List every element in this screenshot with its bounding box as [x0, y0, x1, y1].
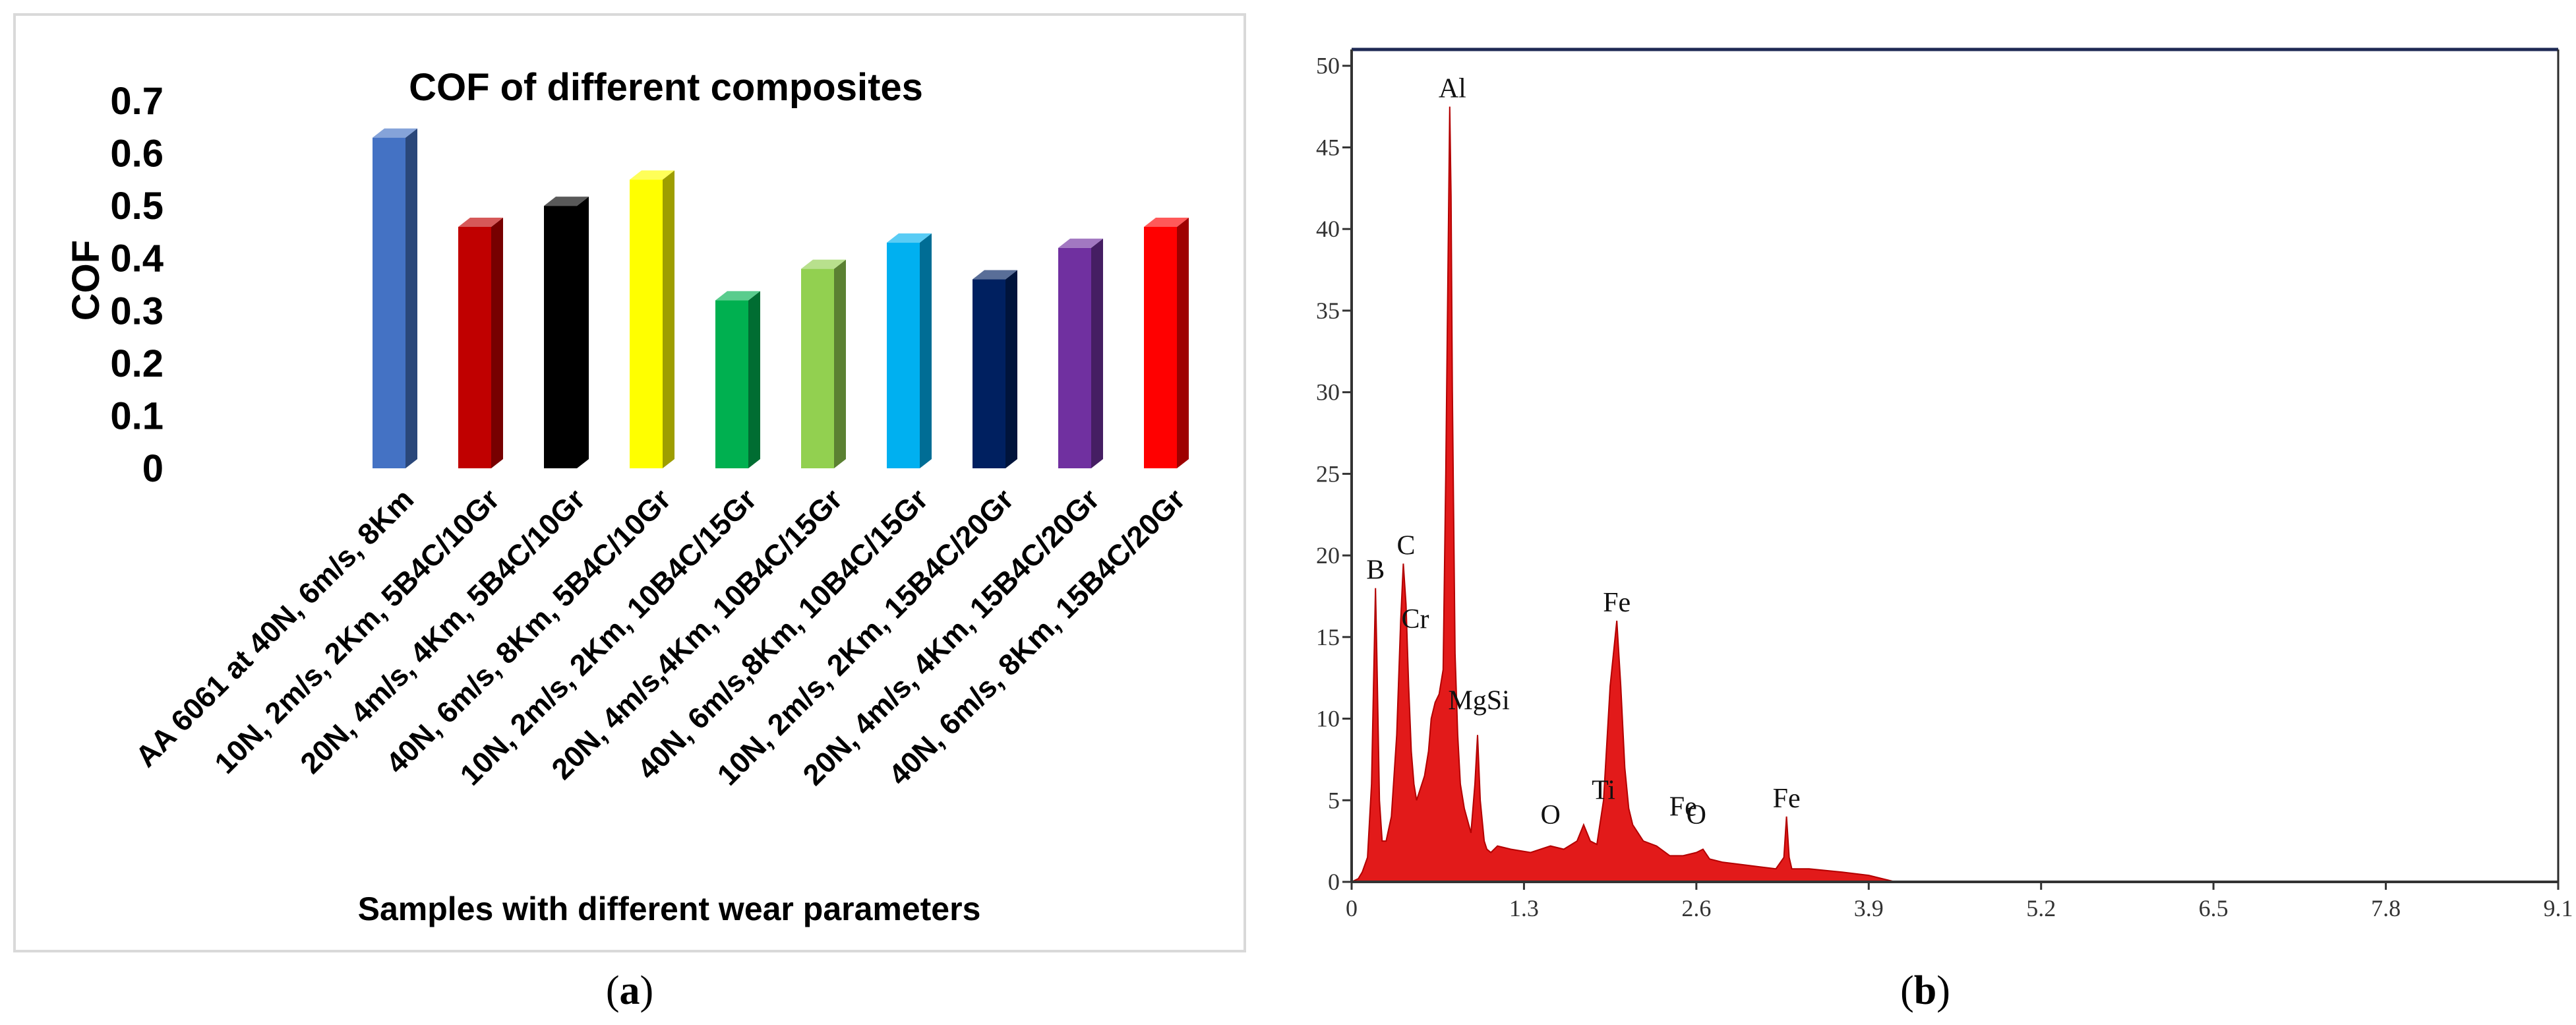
chart-a-bar: [1058, 238, 1103, 468]
chart-a-bar-front: [458, 226, 491, 468]
chart-b-y-tick-label: 30: [1316, 379, 1340, 406]
chart-a-bar-side: [405, 128, 417, 468]
chart-a-y-axis-label: COF: [65, 240, 107, 321]
chart-a-bar: [973, 270, 1017, 468]
chart-b-y-tick-label: 40: [1316, 216, 1340, 242]
chart-b-y-tick-label: 50: [1316, 53, 1340, 79]
chart-b-x-tick-label: 5.2: [2026, 895, 2056, 921]
chart-b-y-tick-label: 25: [1316, 460, 1340, 487]
chart-b-x-tick-label: 6.5: [2199, 895, 2229, 921]
chart-a-bar-top: [1058, 238, 1103, 248]
chart-a-bar-front: [887, 242, 920, 468]
chart-a-bar-side: [491, 217, 503, 468]
chart-a-bars: [373, 128, 1189, 468]
chart-b-y-tick-label: 10: [1316, 706, 1340, 732]
chart-a-bar: [373, 128, 417, 468]
chart-a-bar-front: [1144, 226, 1177, 468]
chart-b-plot-area: [1352, 49, 2558, 882]
chart-a-bar-side: [1177, 217, 1189, 468]
chart-a-bar-side: [663, 170, 674, 468]
panel-b: 0 5 10 15 20 25 30 35 40 45 50 0 1.3 2.6 3.9 5.2 6.5 7.8…: [1316, 47, 2573, 921]
chart-b-y-tick-label: 20: [1316, 542, 1340, 569]
chart-b-y-tick-label: 5: [1328, 787, 1340, 813]
chart-a-y-ticks: 0 0.1 0.2 0.3 0.4 0.5 0.6 0.7: [110, 80, 164, 490]
chart-a-title: COF of different composites: [409, 66, 923, 109]
chart-b-peak-label: Fe: [1603, 588, 1631, 618]
chart-a-bar-top: [715, 291, 760, 301]
chart-b-x-tick-label: 9.1: [2544, 895, 2573, 921]
chart-a-y-tick-label: 0.1: [110, 394, 164, 437]
chart-a-border: [13, 13, 1246, 952]
caption-b: (b): [1900, 968, 1950, 1013]
chart-a-bar: [458, 217, 503, 468]
chart-a-bar-front: [544, 206, 577, 468]
chart-a-y-tick-label: 0.6: [110, 133, 164, 175]
chart-b-spectrum-area: [1352, 106, 2558, 882]
chart-a-bar-top: [544, 197, 589, 206]
chart-b-peak-label: Fe: [1669, 792, 1697, 822]
chart-a-bar-top: [458, 217, 503, 227]
chart-a-bar-top: [373, 128, 417, 138]
chart-b-y-tick-label: 0: [1328, 869, 1340, 895]
chart-a-bar: [544, 197, 589, 468]
chart-b-peak-label: C: [1396, 530, 1415, 561]
chart-a-bar-side: [748, 291, 760, 468]
chart-b-y-tick-label: 15: [1316, 624, 1340, 650]
chart-b-peak-label: Cr: [1402, 604, 1429, 635]
chart-a-bar-front: [1058, 247, 1091, 468]
chart-a-y-tick-label: 0: [142, 447, 164, 490]
chart-b-x-tick-label: 3.9: [1854, 895, 1884, 921]
chart-b-x-tick-label: 7.8: [2371, 895, 2401, 921]
chart-a-bar: [1144, 217, 1189, 468]
chart-a-bar-front: [715, 300, 748, 468]
chart-b-peak-label: Al: [1439, 74, 1466, 104]
caption-a: (a): [606, 968, 653, 1013]
chart-a-bar-top: [630, 170, 674, 180]
chart-a-y-tick-label: 0.4: [110, 237, 164, 280]
chart-a-bar: [887, 233, 932, 468]
chart-a-bar-top: [801, 259, 846, 269]
chart-b-x-tick-label: 0: [1346, 895, 1358, 921]
chart-b-y-tick-label: 35: [1316, 297, 1340, 324]
chart-a-y-tick-label: 0.2: [110, 342, 164, 385]
chart-a-bar-side: [577, 197, 589, 468]
chart-a-y-tick-label: 0.3: [110, 290, 164, 332]
chart-b-y-tick-label: 45: [1316, 134, 1340, 160]
chart-a-bar-top: [887, 233, 932, 243]
chart-b-peak-label: MgSi: [1448, 686, 1509, 716]
chart-b-peak-label: O: [1687, 800, 1706, 830]
chart-b-x-ticks: 0 1.3 2.6 3.9 5.2 6.5 7.8 9.1: [1346, 882, 2573, 921]
chart-a-bar-top: [973, 270, 1017, 280]
chart-a-bar-front: [801, 268, 834, 468]
chart-a-bar-side: [834, 259, 846, 468]
chart-b-peak-label: O: [1540, 800, 1560, 830]
chart-b-y-ticks: 0 5 10 15 20 25 30 35 40 45 50: [1316, 53, 1352, 895]
chart-a-bar: [630, 170, 674, 468]
chart-a-bar-side: [1005, 270, 1017, 468]
chart-a-bar: [801, 259, 846, 468]
chart-b-x-tick-label: 1.3: [1509, 895, 1539, 921]
chart-a-y-tick-label: 0.5: [110, 185, 164, 228]
chart-a-bar-front: [630, 179, 663, 468]
chart-a-bar-side: [1091, 238, 1103, 468]
chart-a-bar-side: [920, 233, 932, 468]
chart-b-peak-label: Fe: [1773, 784, 1801, 814]
chart-a-bar: [715, 291, 760, 468]
panel-a: COF of different composites COF Samples …: [13, 13, 1246, 952]
chart-a-y-tick-label: 0.7: [110, 80, 164, 123]
chart-a-x-axis-label: Samples with different wear parameters: [358, 890, 981, 927]
chart-a-bar-top: [1144, 217, 1189, 227]
chart-b-peak-label: Ti: [1592, 776, 1615, 806]
chart-b-peak-label: B: [1366, 555, 1385, 586]
chart-b-x-tick-label: 2.6: [1681, 895, 1711, 921]
chart-a-bar-front: [973, 279, 1005, 468]
chart-a-bar-front: [373, 137, 405, 468]
